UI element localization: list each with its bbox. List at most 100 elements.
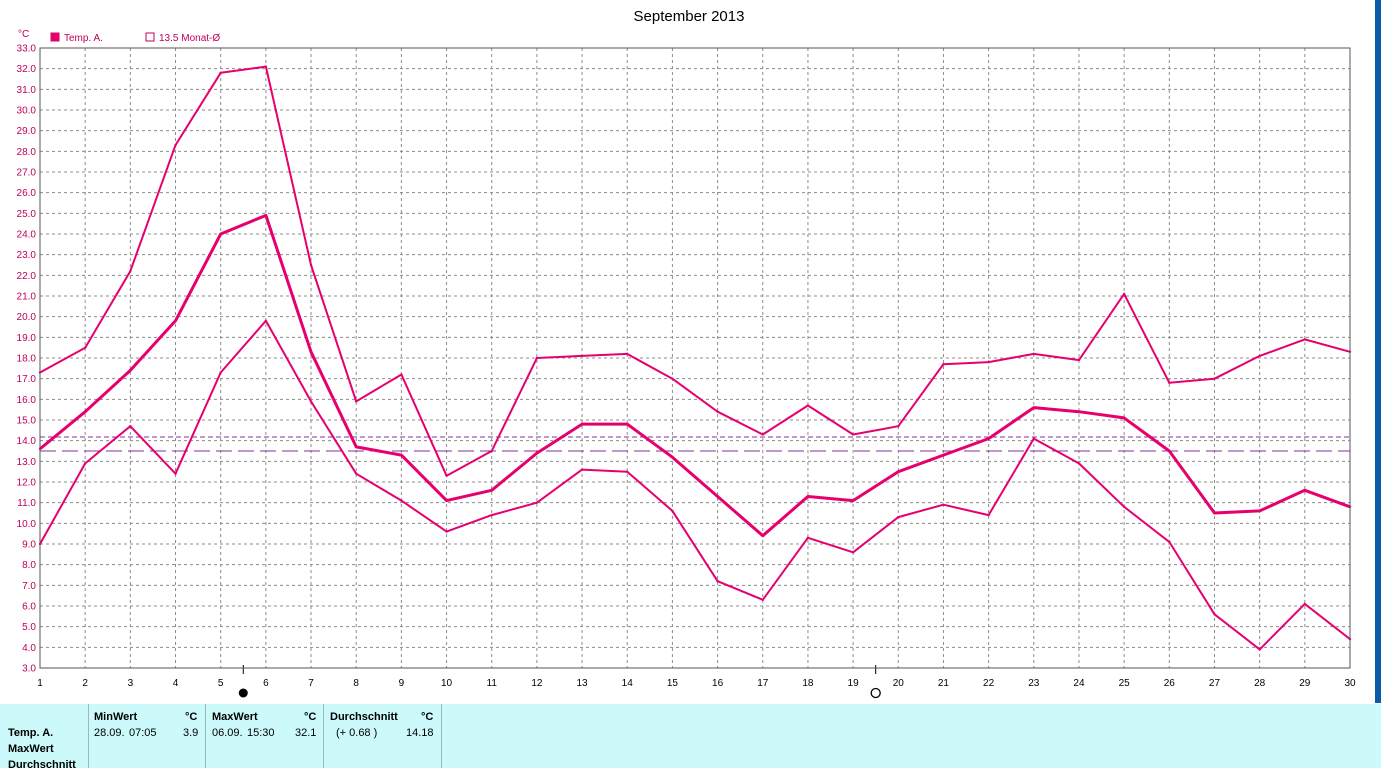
data-point-min: [761, 598, 764, 601]
legend: Temp. A. 13.5 Monat-Ø: [50, 32, 220, 44]
data-point-avg: [806, 495, 810, 498]
series-line-max: [39, 65, 1351, 477]
min-time: 07:05: [129, 727, 157, 739]
data-point-max: [1213, 377, 1216, 380]
data-point-max: [490, 449, 493, 453]
data-point-max: [174, 143, 177, 147]
data-point-avg: [535, 451, 539, 455]
x-tick-label: 21: [938, 678, 950, 689]
y-tick-label: 23.0: [17, 250, 37, 261]
data-point-avg: [1168, 449, 1171, 453]
data-point-min: [580, 468, 584, 471]
series-lines: [38, 65, 1352, 651]
statistics-panel: Temp. A. MaxWert Durchschnitt MinWert °C…: [0, 704, 1381, 771]
data-point-avg: [490, 489, 493, 492]
data-point-min: [264, 319, 268, 322]
avg-delta: (+ 0.68 ): [336, 727, 378, 739]
data-point-min: [219, 371, 222, 374]
x-tick-label: 11: [487, 678, 498, 689]
row-label-max: MaxWert: [8, 743, 54, 755]
y-tick-label: 26.0: [17, 188, 37, 199]
y-tick-label: 29.0: [17, 126, 37, 137]
min-date: 28.09.: [94, 727, 125, 739]
y-tick-label: 28.0: [17, 147, 37, 158]
data-point-max: [129, 270, 132, 273]
y-tick-label: 31.0: [17, 85, 37, 96]
data-point-avg: [671, 456, 674, 459]
data-point-min: [897, 515, 900, 519]
full-moon-icon: [870, 687, 881, 699]
data-point-max: [1168, 381, 1171, 384]
y-tick-label: 17.0: [17, 374, 37, 385]
data-point-max: [1077, 358, 1081, 362]
x-tick-label: 7: [308, 678, 314, 689]
data-point-avg: [987, 437, 990, 440]
row-label-avg: Durchschnitt: [8, 759, 76, 771]
x-tick-label: 14: [622, 678, 634, 689]
x-tick-label: 23: [1028, 678, 1040, 689]
max-header: MaxWert: [212, 711, 258, 723]
data-point-min: [174, 472, 177, 475]
data-point-avg: [580, 422, 584, 426]
y-tick-label: 18.0: [17, 354, 37, 365]
data-point-max: [897, 425, 900, 428]
max-unit: °C: [304, 711, 317, 723]
x-tick-label: 12: [531, 678, 543, 689]
avg-header: Durchschnitt: [330, 711, 398, 723]
data-point-min: [83, 462, 87, 465]
plot-frame: [39, 47, 1351, 669]
data-point-avg: [400, 453, 403, 457]
data-point-max: [264, 65, 268, 68]
y-tick-label: 5.0: [22, 622, 36, 633]
avg-value: 14.18: [406, 727, 434, 739]
x-tick-label: 19: [848, 678, 860, 689]
data-point-avg: [129, 369, 132, 372]
y-tick-label: 19.0: [17, 333, 37, 344]
data-point-min: [355, 472, 358, 475]
reference-lines: [40, 436, 1350, 452]
x-tick-label: 27: [1209, 678, 1221, 689]
average-column: Durchschnitt °C (+ 0.68 ) 14.18: [324, 704, 442, 768]
min-header: MinWert: [94, 711, 138, 723]
data-point-min: [1303, 602, 1307, 606]
data-point-max: [1032, 352, 1035, 356]
x-tick-label: 30: [1344, 678, 1356, 689]
data-point-max: [219, 71, 222, 75]
y-tick-label: 32.0: [17, 64, 37, 75]
data-point-min: [987, 513, 990, 517]
x-tick-labels: 1 2 3 4 5 6 7 8 9 10 11 12 13 14 15 16 17 18 19 20 21 22 23 24 2…: [37, 678, 1356, 689]
x-tick-label: 1: [37, 678, 43, 689]
y-tick-label: 21.0: [17, 292, 37, 303]
data-point-avg: [1032, 406, 1035, 409]
data-point-min: [671, 509, 674, 513]
moon-phases: [238, 665, 881, 699]
data-point-avg: [445, 499, 448, 502]
y-tick-label: 14.0: [17, 436, 37, 447]
x-tick-label: 6: [263, 678, 269, 689]
y-tick-labels: 3.0 4.0 5.0 6.0 7.0 8.0 9.0 10.0 11.0 12.0 13.0 14.…: [17, 44, 37, 675]
y-tick-label: 16.0: [17, 395, 37, 406]
chart-title: September 2013: [634, 8, 745, 25]
x-tick-label: 20: [893, 678, 905, 689]
data-point-min: [806, 536, 810, 539]
data-point-min: [400, 499, 403, 502]
x-tick-label: 17: [757, 678, 769, 689]
data-point-min: [626, 470, 629, 473]
y-tick-label: 9.0: [22, 540, 36, 551]
data-point-min: [1122, 505, 1126, 508]
y-tick-label: 30.0: [17, 106, 37, 117]
y-tick-label: 25.0: [17, 209, 37, 220]
data-point-avg: [264, 214, 268, 217]
data-point-max: [400, 373, 403, 376]
max-date: 06.09.: [212, 727, 243, 739]
avg-unit: °C: [421, 711, 434, 723]
data-point-avg: [716, 495, 719, 498]
data-point-min: [129, 425, 132, 428]
data-point-max: [1258, 354, 1261, 358]
y-tick-label: 20.0: [17, 312, 37, 323]
data-point-avg: [1258, 509, 1261, 513]
data-point-max: [445, 474, 448, 477]
x-tick-label: 4: [173, 678, 179, 689]
legend-label-temp: Temp. A.: [64, 33, 103, 44]
data-point-avg: [942, 453, 945, 457]
